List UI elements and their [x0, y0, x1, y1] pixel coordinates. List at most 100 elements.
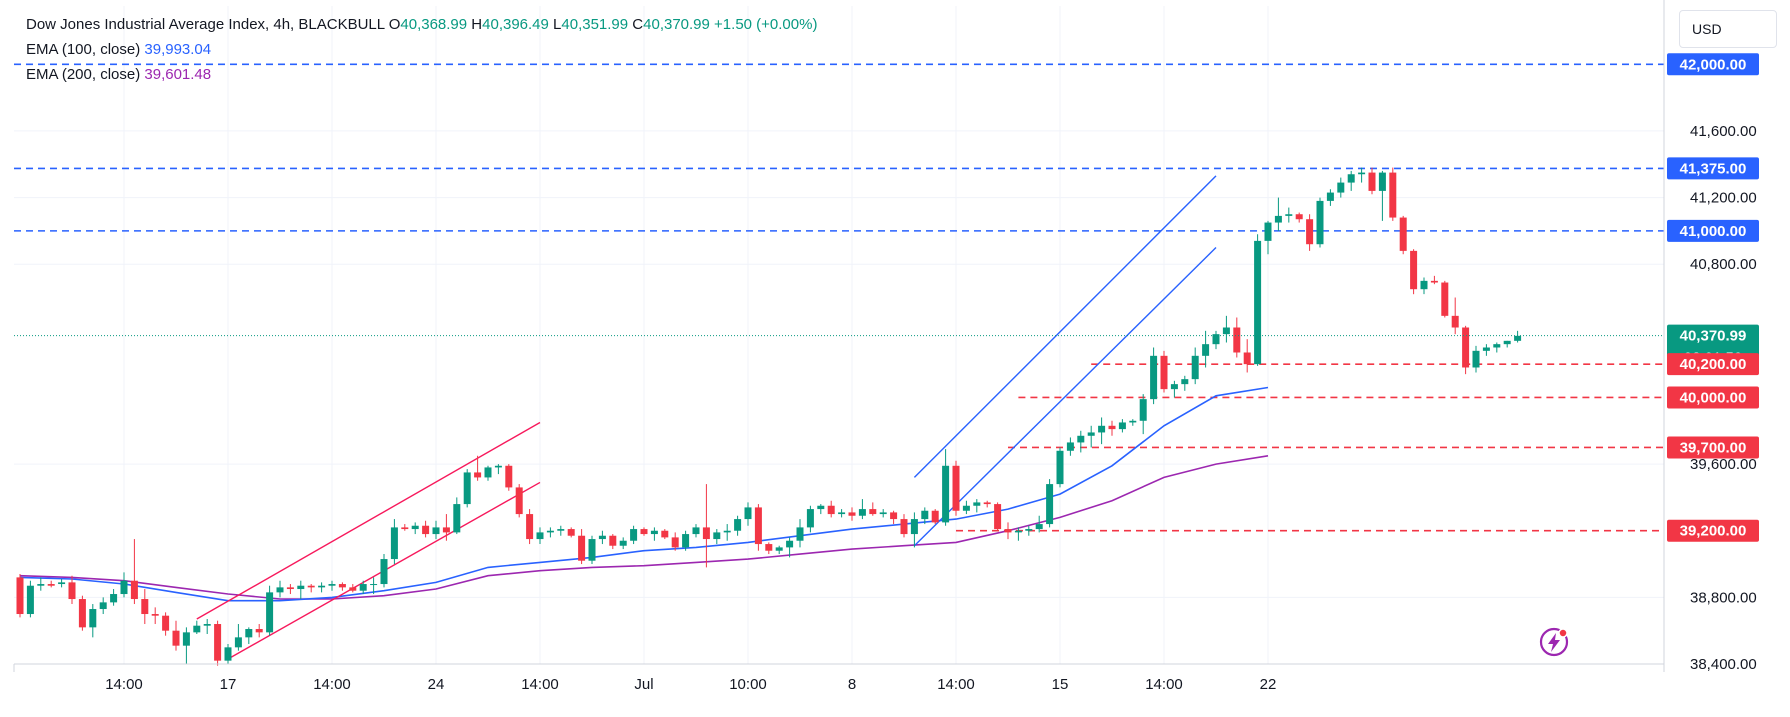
candle-body[interactable]: [1014, 530, 1022, 533]
candle-body[interactable]: [1202, 344, 1210, 356]
channel-line-blue-lower[interactable]: [913, 247, 1217, 547]
candle-body[interactable]: [193, 625, 201, 633]
candle-body[interactable]: [817, 505, 825, 510]
candle-body[interactable]: [37, 584, 45, 586]
candle-body[interactable]: [1451, 315, 1459, 328]
candle-body[interactable]: [359, 584, 367, 591]
candle-body[interactable]: [120, 580, 128, 595]
candle-body[interactable]: [1129, 420, 1137, 423]
candle-body[interactable]: [900, 519, 908, 535]
currency-button[interactable]: USD: [1679, 10, 1777, 48]
candle-body[interactable]: [713, 532, 721, 540]
candle-body[interactable]: [16, 577, 24, 615]
candle-body[interactable]: [1243, 352, 1251, 365]
candle-body[interactable]: [390, 527, 398, 560]
candle-body[interactable]: [401, 527, 409, 530]
candle-body[interactable]: [1493, 344, 1501, 348]
candle-body[interactable]: [515, 487, 523, 515]
candle-body[interactable]: [58, 582, 66, 585]
candle-body[interactable]: [245, 629, 253, 638]
candle-body[interactable]: [1035, 524, 1043, 530]
candle-body[interactable]: [546, 530, 554, 533]
channel-line-red-upper[interactable]: [196, 421, 541, 620]
candle-body[interactable]: [1514, 335, 1522, 341]
candle-body[interactable]: [526, 514, 534, 540]
candle-body[interactable]: [162, 615, 170, 631]
candle-body[interactable]: [224, 647, 232, 661]
candle-body[interactable]: [463, 472, 471, 505]
candle-body[interactable]: [318, 585, 326, 588]
candle-body[interactable]: [297, 585, 305, 590]
candle-body[interactable]: [869, 509, 877, 515]
candle-body[interactable]: [567, 529, 575, 536]
channel-line-blue-upper[interactable]: [913, 175, 1217, 478]
candle-body[interactable]: [983, 502, 991, 505]
candle-body[interactable]: [1306, 219, 1314, 245]
candle-body[interactable]: [422, 525, 430, 535]
candle-body[interactable]: [1077, 435, 1085, 443]
candle-body[interactable]: [1212, 334, 1220, 345]
candle-body[interactable]: [411, 525, 419, 530]
candle-body[interactable]: [702, 527, 710, 540]
candle-body[interactable]: [286, 587, 294, 590]
candle-body[interactable]: [609, 535, 617, 546]
candle-body[interactable]: [266, 592, 274, 633]
candle-body[interactable]: [1150, 355, 1158, 400]
candle-body[interactable]: [1098, 425, 1106, 433]
candle-body[interactable]: [588, 539, 596, 561]
candle-body[interactable]: [484, 467, 492, 478]
candle-body[interactable]: [734, 519, 742, 531]
candle-body[interactable]: [754, 507, 762, 545]
candle-body[interactable]: [505, 465, 513, 488]
candle-body[interactable]: [1108, 425, 1116, 430]
candle-body[interactable]: [557, 529, 565, 531]
candle-body[interactable]: [172, 630, 180, 646]
candle-body[interactable]: [78, 599, 86, 628]
candle-body[interactable]: [89, 609, 97, 628]
legend-ema100-row[interactable]: EMA (100, close) 39,993.04: [26, 37, 817, 62]
candle-body[interactable]: [1389, 172, 1397, 218]
candle-body[interactable]: [1191, 355, 1199, 380]
candle-body[interactable]: [1399, 217, 1407, 251]
candle-body[interactable]: [931, 510, 939, 523]
candle-body[interactable]: [1004, 529, 1012, 533]
candle-body[interactable]: [99, 602, 107, 610]
candle-body[interactable]: [619, 540, 627, 546]
candle-body[interactable]: [1358, 172, 1366, 175]
candle-body[interactable]: [1430, 280, 1438, 283]
candle-body[interactable]: [307, 585, 315, 588]
candle-body[interactable]: [775, 547, 783, 551]
candle-body[interactable]: [692, 527, 700, 535]
candle-body[interactable]: [234, 637, 242, 648]
candle-body[interactable]: [370, 584, 378, 586]
candle-body[interactable]: [1410, 250, 1418, 290]
candle-body[interactable]: [130, 580, 138, 600]
candle-body[interactable]: [879, 512, 887, 515]
candle-body[interactable]: [994, 504, 1002, 530]
candle-body[interactable]: [1118, 422, 1126, 430]
candle-body[interactable]: [1368, 172, 1376, 191]
candle-body[interactable]: [838, 512, 846, 515]
candle-body[interactable]: [671, 537, 679, 548]
candle-body[interactable]: [26, 585, 34, 615]
candle-body[interactable]: [214, 624, 222, 661]
legend-ema200-row[interactable]: EMA (200, close) 39,601.48: [26, 62, 817, 87]
candle-body[interactable]: [151, 614, 159, 616]
candle-body[interactable]: [858, 509, 866, 516]
candle-body[interactable]: [182, 632, 190, 646]
candle-body[interactable]: [806, 509, 814, 528]
candle-body[interactable]: [682, 534, 690, 548]
candle-body[interactable]: [765, 544, 773, 551]
candle-body[interactable]: [1222, 327, 1230, 335]
ema200-line[interactable]: [19, 455, 1269, 600]
symbol-title[interactable]: Dow Jones Industrial Average Index, 4h, …: [26, 16, 385, 33]
candle-body[interactable]: [598, 535, 606, 540]
candle-body[interactable]: [962, 505, 970, 511]
candle-body[interactable]: [973, 502, 981, 506]
candle-body[interactable]: [1337, 182, 1345, 193]
candle-body[interactable]: [1160, 355, 1168, 390]
candle-body[interactable]: [1503, 340, 1511, 345]
candle-body[interactable]: [1295, 214, 1303, 220]
candle-body[interactable]: [474, 472, 482, 478]
